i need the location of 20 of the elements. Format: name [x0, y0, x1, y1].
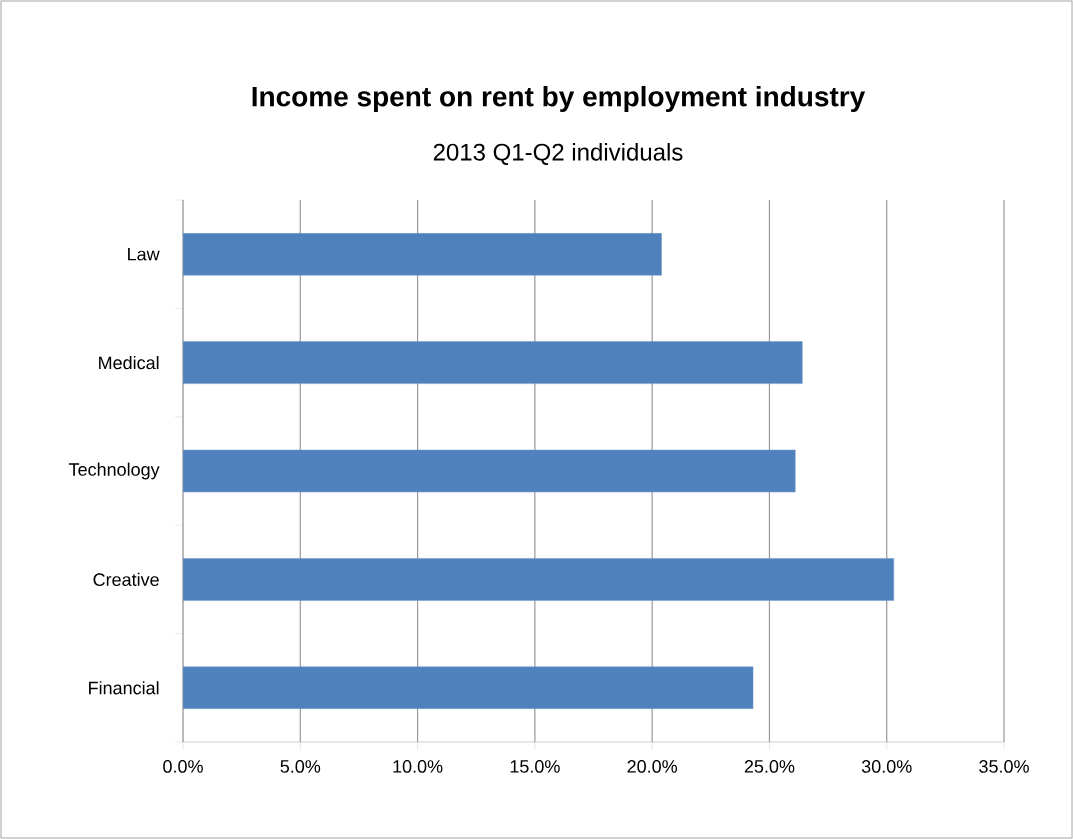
bar	[183, 449, 796, 493]
x-tick-label: 10.0%	[393, 760, 443, 773]
x-tick-label: 0.0%	[163, 760, 203, 773]
chart-subtitle: 2013 Q1-Q2 individuals	[433, 143, 683, 165]
x-tick-label: 5.0%	[280, 760, 321, 773]
y-tick-label: Technology	[68, 462, 160, 480]
bar	[183, 558, 895, 601]
y-tick-label: Law	[128, 247, 160, 261]
chart-title: Income spent on rent by employment industry	[252, 85, 866, 113]
bar	[183, 666, 754, 710]
bar	[183, 232, 662, 276]
y-tick-label: Creative	[93, 572, 159, 587]
bar	[183, 341, 803, 384]
y-tick-label: Medical	[99, 355, 159, 370]
x-tick-label: 35.0%	[979, 760, 1029, 773]
x-tick-label: 25.0%	[744, 760, 795, 773]
x-tick-label: 20.0%	[627, 760, 678, 773]
y-tick-label: Financial	[89, 681, 159, 695]
x-tick-label: 15.0%	[510, 760, 560, 773]
x-tick-label: 30.0%	[861, 760, 912, 773]
